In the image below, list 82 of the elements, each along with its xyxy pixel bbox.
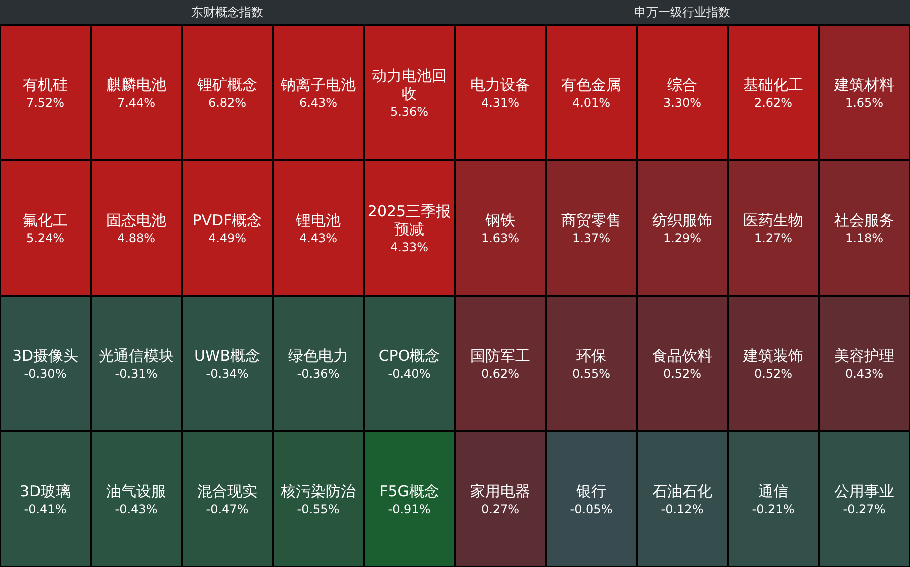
- data-label: 3.30%: [663, 96, 702, 110]
- data-label: 1.27%: [754, 231, 793, 246]
- data-label: 1.18%: [845, 231, 884, 246]
- category-label: 美容护理: [834, 346, 894, 365]
- category-label: 3D玻璃: [20, 482, 72, 500]
- category-label: 公用事业: [834, 482, 894, 500]
- category-label: 有机硅: [23, 76, 68, 94]
- data-label: -0.12%: [661, 502, 704, 516]
- data-label: -0.47%: [206, 502, 249, 516]
- category-label: 混合现实: [198, 482, 258, 500]
- data-label: -0.30%: [24, 366, 67, 381]
- data-label: 6.82%: [208, 96, 247, 110]
- category-label: 动力电池回收: [372, 66, 447, 103]
- data-label: 4.43%: [299, 231, 338, 246]
- category-label: UWB概念: [194, 346, 261, 365]
- category-label: 氟化工: [23, 211, 68, 230]
- category-label: 有色金属: [562, 76, 622, 94]
- category-label: 锂矿概念: [196, 76, 258, 94]
- category-label: PVDF概念: [192, 211, 262, 230]
- category-label: 锂电池: [295, 211, 341, 230]
- data-label: 7.52%: [26, 96, 65, 110]
- category-label: 综合: [668, 76, 698, 94]
- category-label: 钠离子电池: [280, 76, 356, 94]
- data-label: 0.27%: [481, 502, 520, 516]
- data-label: 4.01%: [572, 96, 611, 110]
- data-label: 0.62%: [481, 366, 520, 381]
- category-label: 基础化工: [744, 76, 804, 94]
- category-label: 建筑装饰: [742, 346, 804, 365]
- category-label: 石油石化: [652, 482, 712, 500]
- category-label: 商贸零售: [562, 211, 622, 230]
- data-label: -0.41%: [24, 502, 67, 516]
- data-label: -0.05%: [570, 502, 613, 516]
- data-label: -0.55%: [297, 502, 340, 516]
- data-label: 1.29%: [663, 231, 702, 246]
- category-label: 2025三季报预减: [368, 202, 452, 238]
- data-label: 2.62%: [754, 96, 793, 110]
- data-label: -0.27%: [843, 502, 886, 516]
- category-label: 家用电器: [470, 482, 530, 500]
- data-label: 0.52%: [663, 366, 702, 381]
- data-label: 0.55%: [572, 366, 611, 381]
- text: 申万一级行业指数: [634, 6, 730, 20]
- data-label: -0.40%: [388, 366, 431, 381]
- category-label: 麒麟电池: [106, 76, 166, 94]
- category-label: 固态电池: [106, 211, 166, 230]
- category-label: 电力设备: [470, 76, 530, 94]
- category-label: 绿色电力: [288, 346, 348, 365]
- category-label: 医药生物: [744, 211, 804, 230]
- data-label: 1.37%: [572, 231, 611, 246]
- category-label: 3D摄像头: [12, 346, 79, 365]
- data-label: 4.49%: [208, 231, 247, 246]
- data-label: -0.21%: [752, 502, 795, 516]
- data-label: 5.24%: [26, 231, 65, 246]
- data-label: -0.36%: [297, 366, 340, 381]
- category-label: F5G概念: [380, 482, 440, 500]
- data-label: 6.43%: [299, 96, 338, 110]
- category-label: 光通信模块: [99, 346, 174, 365]
- category-label: 社会服务: [834, 211, 894, 230]
- data-label: -0.34%: [206, 366, 249, 381]
- data-label: 4.88%: [117, 231, 156, 246]
- data-label: 7.44%: [117, 96, 156, 110]
- data-label: -0.43%: [115, 502, 158, 516]
- category-label: 环保: [576, 346, 606, 365]
- category-label: CPO概念: [378, 346, 440, 365]
- data-label: -0.31%: [115, 366, 158, 381]
- data-label: 1.63%: [481, 231, 520, 246]
- data-label: 0.43%: [845, 366, 884, 381]
- data-label: 0.52%: [754, 366, 793, 381]
- category-label: 钢铁: [484, 211, 516, 230]
- data-label: -0.91%: [388, 502, 431, 516]
- category-label: 食品饮料: [652, 346, 712, 365]
- data-label: 4.31%: [481, 96, 520, 110]
- category-label: 国防军工: [470, 346, 530, 365]
- data-label: 5.36%: [390, 104, 429, 119]
- data-label: 4.33%: [390, 240, 429, 254]
- category-label: 建筑材料: [834, 76, 894, 94]
- category-label: 核污染防治: [280, 482, 356, 500]
- category-label: 通信: [758, 482, 788, 500]
- category-label: 银行: [576, 482, 606, 500]
- text: 东财概念指数: [192, 6, 264, 20]
- category-label: 纺织服饰: [652, 211, 712, 230]
- data-label: 1.65%: [845, 96, 884, 110]
- category-label: 油气设服: [106, 482, 166, 500]
